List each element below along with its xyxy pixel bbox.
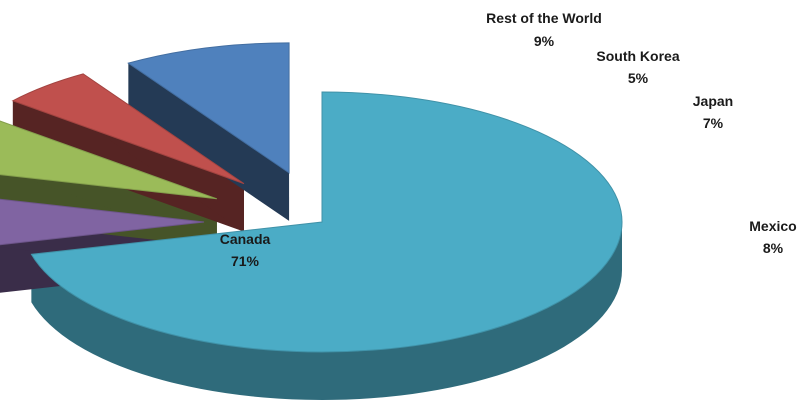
label-rest-of-world-name: Rest of the World [486,10,602,26]
label-mexico-value: 8% [763,240,784,256]
slice-canada-rim-0 [31,222,623,401]
label-japan-value: 7% [703,115,724,131]
slice-mexico [0,198,205,246]
label-south-korea-name: South Korea [596,48,679,64]
slice-japan [0,120,218,200]
slice-japan-wall-0 [0,174,217,247]
slice-rest-of-world [127,42,290,174]
label-canada-name: Canada [220,231,271,247]
slice-south-korea-wall-0 [12,100,244,232]
label-mexico-name: Mexico [749,218,796,234]
slice-rest-of-world-wall-0 [128,63,290,221]
label-japan: Japan 7% [693,93,733,131]
label-canada-value: 71% [231,253,260,269]
label-canada: Canada 71% [220,231,271,269]
slice-south-korea [11,73,245,185]
label-rest-of-world: Rest of the World 9% [486,10,602,49]
slice-canada [30,91,623,353]
label-rest-of-world-value: 9% [534,33,555,49]
label-south-korea-value: 5% [628,70,649,86]
label-south-korea: South Korea 5% [596,48,679,86]
label-mexico: Mexico 8% [749,218,796,256]
pie-tops [0,42,623,353]
label-japan-name: Japan [693,93,733,109]
